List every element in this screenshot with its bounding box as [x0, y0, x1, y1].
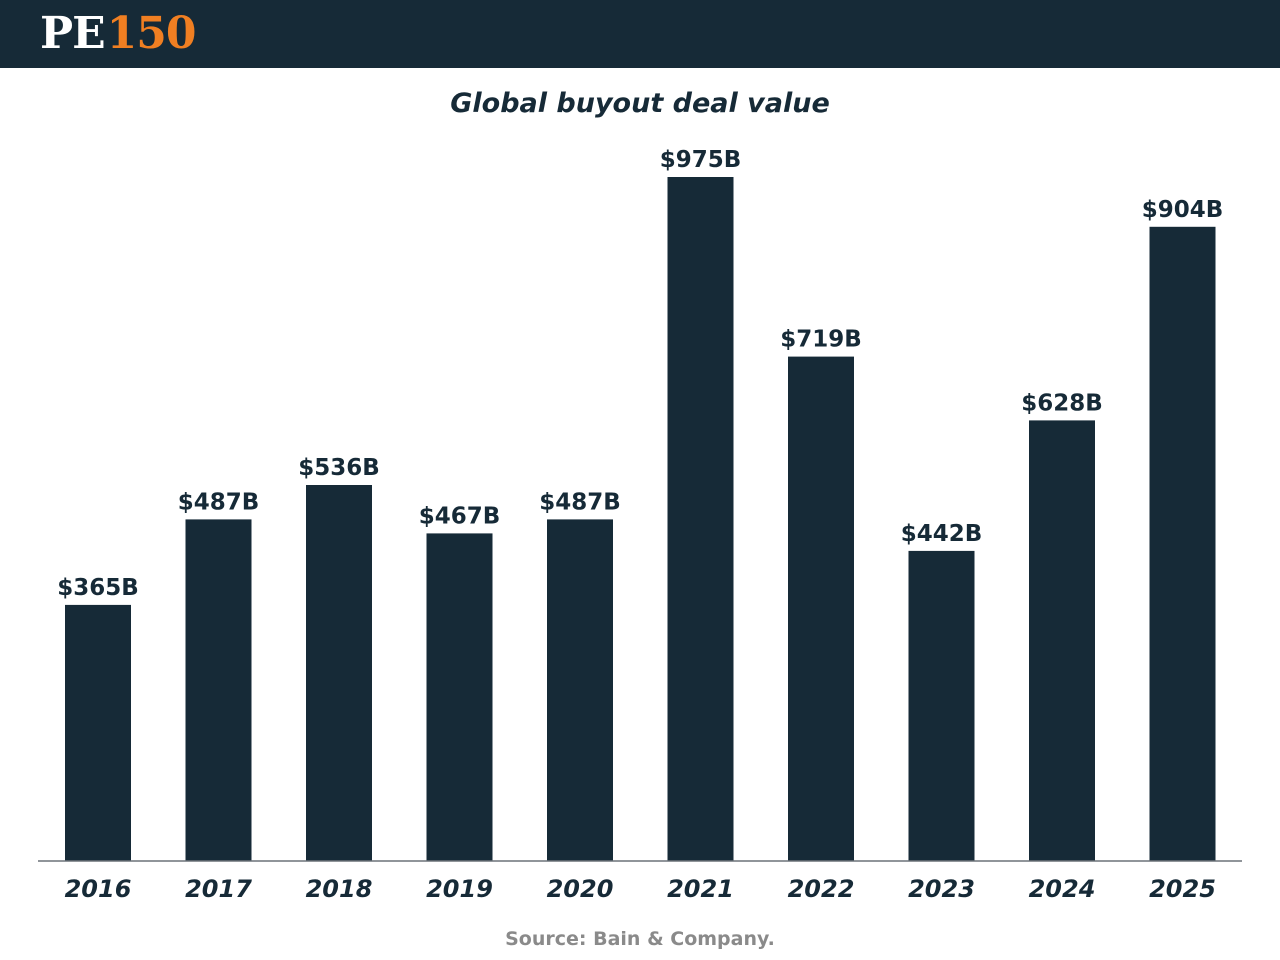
x-tick-label-2017: 2017	[185, 875, 252, 903]
value-label-2023: $442B	[901, 521, 983, 547]
value-label-2020: $487B	[539, 489, 621, 515]
value-label-2016: $365B	[57, 575, 139, 601]
x-tick-label-2022: 2022	[788, 875, 855, 903]
value-label-2017: $487B	[178, 489, 260, 515]
pe150-logo: PE 150	[40, 8, 197, 60]
header-bar: PE 150	[0, 0, 1280, 68]
value-label-2018: $536B	[298, 455, 380, 481]
logo-number-text: 150	[106, 8, 197, 59]
bar-2022	[788, 356, 854, 861]
x-tick-label-2021: 2021	[667, 875, 734, 903]
value-label-2025: $904B	[1142, 197, 1224, 223]
bar-2025	[1149, 226, 1216, 862]
value-label-2022: $719B	[780, 327, 862, 353]
x-tick-label-2020: 2020	[547, 875, 614, 903]
x-tick-label-2019: 2019	[426, 875, 493, 903]
value-label-2019: $467B	[419, 503, 501, 529]
x-tick-label-2024: 2024	[1029, 875, 1096, 903]
x-tick-label-2023: 2023	[908, 875, 975, 903]
bar-2016	[65, 604, 131, 861]
x-tick-label-2025: 2025	[1149, 875, 1216, 903]
x-tick-label-2016: 2016	[65, 875, 132, 903]
x-tick-label-2018: 2018	[306, 875, 373, 903]
bar-2024	[1029, 420, 1095, 861]
bar-2017	[185, 519, 252, 861]
value-label-2024: $628B	[1021, 390, 1103, 416]
bar-2023	[908, 550, 975, 861]
bar-2021	[667, 177, 734, 861]
value-label-2021: $975B	[660, 147, 742, 173]
bar-2020	[547, 519, 613, 861]
source-note: Source: Bain & Company.	[505, 928, 775, 950]
chart-title: Global buyout deal value	[450, 88, 830, 119]
bar-2019	[426, 533, 493, 861]
logo-pe-text: PE	[40, 8, 106, 59]
bar-2018	[306, 485, 372, 861]
